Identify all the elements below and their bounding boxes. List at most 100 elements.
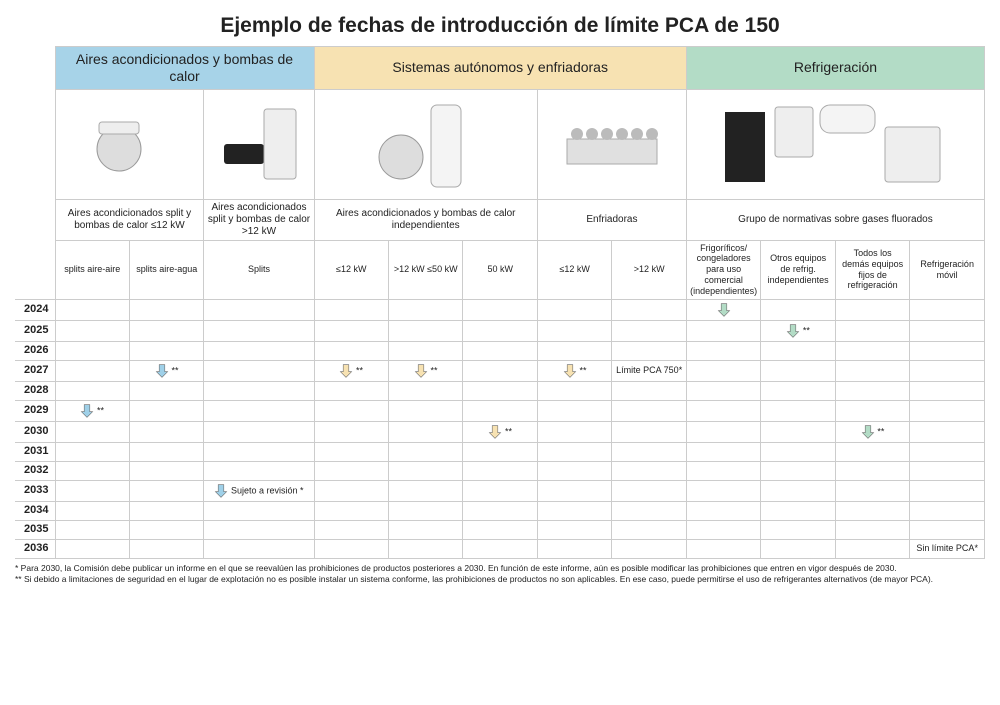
cell-2034-c11 [835,501,909,520]
cell-2026-c9 [686,341,760,360]
cell-2024-c2 [129,299,203,320]
cell-2026-c11 [835,341,909,360]
cell-2027-c6 [463,360,537,381]
year-label: 2032 [15,461,55,480]
cell-2027-c12 [910,360,985,381]
cell-2031-c10 [761,442,835,461]
cell-2032-c2 [129,461,203,480]
cell-2030-c12 [910,421,985,442]
col-c4: ≤12 kW [314,240,388,299]
cell-2034-c12 [910,501,985,520]
cell-2030-c3 [204,421,314,442]
footnotes: * Para 2030, la Comisión debe publicar u… [15,563,985,585]
cell-2035-c10 [761,520,835,539]
cell-2028-c9 [686,381,760,400]
product-image-chillers [537,89,686,199]
year-label: 2025 [15,320,55,341]
cell-2033-c11 [835,480,909,501]
cell-2031-c7 [537,442,611,461]
year-label: 2029 [15,400,55,421]
cell-2027-c4: ** [314,360,388,381]
cell-2030-c8 [612,421,686,442]
product-image-ac-large [204,89,314,199]
cell-2030-c2 [129,421,203,442]
cell-2033-c8 [612,480,686,501]
col-c7: ≤12 kW [537,240,611,299]
subheader-ac1: Aires acondicionados split y bombas de c… [55,199,204,240]
cell-2025-c11 [835,320,909,341]
cell-2027-c2: ** [129,360,203,381]
cell-2032-c10 [761,461,835,480]
col-c8: >12 kW [612,240,686,299]
cell-2030-c11: ** [835,421,909,442]
cell-2024-c11 [835,299,909,320]
cell-2029-c12 [910,400,985,421]
cell-2031-c4 [314,442,388,461]
cell-2026-c10 [761,341,835,360]
cell-2035-c12 [910,520,985,539]
col-c6: 50 kW [463,240,537,299]
cell-note: ** [353,365,363,375]
cell-note: ** [428,365,438,375]
cell-2026-c2 [129,341,203,360]
cell-2027-c8: Límite PCA 750* [612,360,686,381]
subheader-refrig: Grupo de normativas sobre gases fluorado… [686,199,984,240]
cell-2033-c12 [910,480,985,501]
down-arrow-icon [214,483,228,499]
cell-2028-c1 [55,381,129,400]
cell-2027-c10 [761,360,835,381]
cell-2024-c8 [612,299,686,320]
subheader-ac2: Aires acondicionados split y bombas de c… [204,199,314,240]
cell-2035-c11 [835,520,909,539]
cell-2036-c4 [314,539,388,558]
cell-2027-c7: ** [537,360,611,381]
cell-note: ** [800,325,810,335]
cell-2025-c2 [129,320,203,341]
col-c3: Splits [204,240,314,299]
subheader-auto1: Aires acondicionados y bombas de calor i… [314,199,537,240]
cell-2033-c6 [463,480,537,501]
cell-2035-c4 [314,520,388,539]
cell-2029-c3 [204,400,314,421]
cell-2031-c12 [910,442,985,461]
cell-2027-c3 [204,360,314,381]
cell-2028-c6 [463,381,537,400]
cell-text: Sin límite PCA* [916,543,978,553]
cell-2025-c9 [686,320,760,341]
cell-2027-c5: ** [388,360,462,381]
cell-2029-c10 [761,400,835,421]
section-header-ac: Aires acondicionados y bombas de calor [55,47,314,90]
cell-2032-c7 [537,461,611,480]
cell-2028-c12 [910,381,985,400]
cell-2035-c5 [388,520,462,539]
cell-2029-c6 [463,400,537,421]
cell-2026-c8 [612,341,686,360]
cell-2035-c9 [686,520,760,539]
cell-2032-c4 [314,461,388,480]
cell-2030-c6: ** [463,421,537,442]
cell-2030-c1 [55,421,129,442]
cell-2033-c3: Sujeto a revisión * [204,480,314,501]
cell-note: ** [577,365,587,375]
year-label: 2024 [15,299,55,320]
cell-2036-c11 [835,539,909,558]
down-arrow-icon [488,424,502,440]
cell-2030-c7 [537,421,611,442]
cell-2029-c1: ** [55,400,129,421]
section-header-auto: Sistemas autónomos y enfriadoras [314,47,686,90]
cell-2036-c7 [537,539,611,558]
cell-2024-c9 [686,299,760,320]
product-image-refrigeration [686,89,984,199]
year-label: 2036 [15,539,55,558]
year-label: 2030 [15,421,55,442]
cell-2027-c11 [835,360,909,381]
cell-2026-c4 [314,341,388,360]
cell-2034-c7 [537,501,611,520]
cell-2024-c4 [314,299,388,320]
cell-2032-c9 [686,461,760,480]
cell-note: ** [169,365,179,375]
cell-2034-c4 [314,501,388,520]
subheader-auto2: Enfriadoras [537,199,686,240]
page-title: Ejemplo de fechas de introducción de lím… [15,14,985,38]
cell-2036-c2 [129,539,203,558]
